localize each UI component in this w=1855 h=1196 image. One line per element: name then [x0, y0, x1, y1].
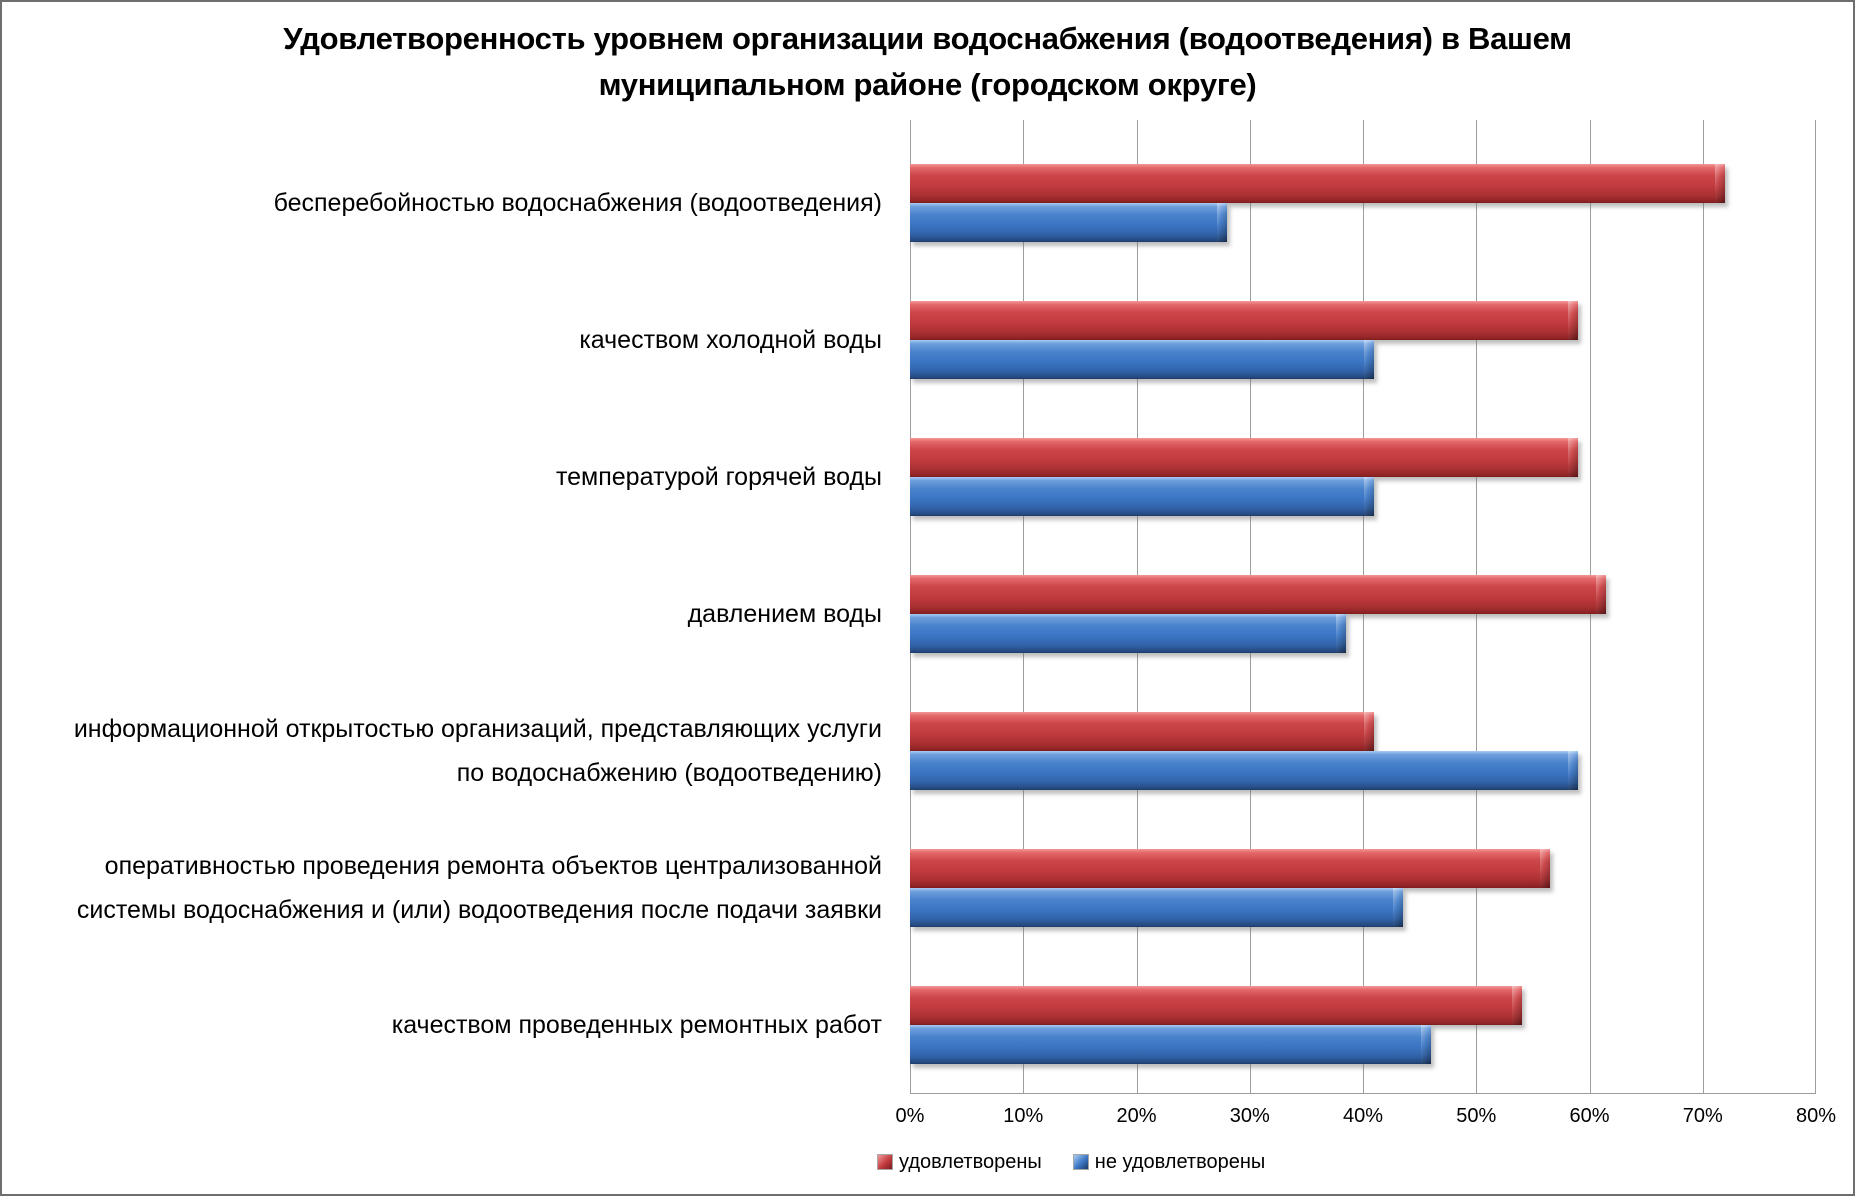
- bar-satisfied: [910, 437, 1579, 477]
- bars-layer: [910, 134, 1816, 1093]
- bar-row: [910, 545, 1816, 682]
- category-label: информационной открытостью организаций, …: [73, 715, 882, 788]
- legend-item-unsatisfied: не удовлетворены: [1072, 1151, 1266, 1173]
- category-label: качеством холодной воды: [579, 325, 882, 354]
- bar-unsatisfied: [910, 1024, 1431, 1064]
- bar-unsatisfied: [910, 339, 1375, 379]
- x-tick-label: 70%: [1682, 1105, 1723, 1127]
- x-axis: 0% 10% 20% 30% 40% 50% 60% 70% 80%: [896, 1102, 1836, 1132]
- x-tick-label: 0%: [895, 1105, 925, 1127]
- category-label: температурой горячей воды: [555, 462, 882, 491]
- category-label: бесперебойностью водоснабжения (водоотве…: [273, 188, 882, 217]
- legend-label: удовлетворены: [899, 1151, 1042, 1173]
- x-tick-label: 30%: [1229, 1105, 1270, 1127]
- category-label: оперативностью проведения ремонта объект…: [76, 852, 882, 925]
- bar-unsatisfied: [910, 202, 1228, 242]
- x-tick-label: 10%: [1003, 1105, 1044, 1127]
- bar-satisfied: [910, 574, 1607, 614]
- bar-satisfied: [910, 711, 1375, 751]
- gridline: [1702, 120, 1704, 1093]
- legend: удовлетворены не удовлетворены: [877, 1151, 1266, 1173]
- chart-title: Удовлетворенность уровнем организации во…: [283, 21, 1572, 102]
- x-tick-label: 40%: [1342, 1105, 1384, 1127]
- bar-row: [910, 134, 1816, 271]
- category-label: давлением воды: [687, 599, 882, 628]
- bar-satisfied: [910, 848, 1550, 888]
- bar-row: [910, 819, 1816, 956]
- category-axis: бесперебойностью водоснабжения (водоотве…: [2, 134, 896, 1094]
- bar-unsatisfied: [910, 887, 1403, 927]
- bar-unsatisfied: [910, 613, 1346, 653]
- legend-item-satisfied: удовлетворены: [877, 1151, 1042, 1173]
- x-tick-label: 50%: [1456, 1105, 1497, 1127]
- legend-swatch-unsatisfied: [1072, 1154, 1089, 1170]
- bar-unsatisfied: [910, 476, 1375, 516]
- bar-row: [910, 408, 1816, 545]
- category-label: качеством проведенных ремонтных работ: [391, 1011, 882, 1040]
- bar-row: [910, 271, 1816, 408]
- bar-row: [910, 682, 1816, 819]
- bar-satisfied: [910, 985, 1522, 1025]
- bar-row: [910, 956, 1816, 1093]
- x-tick-label: 60%: [1569, 1105, 1610, 1127]
- gridline: [1815, 120, 1816, 1093]
- bar-satisfied: [910, 300, 1579, 340]
- x-tick-label: 80%: [1795, 1105, 1837, 1127]
- legend-swatch-satisfied: [877, 1154, 893, 1170]
- bar-unsatisfied: [910, 750, 1579, 790]
- plot-area: [910, 120, 1816, 1094]
- x-tick-label: 20%: [1116, 1105, 1157, 1127]
- bar-satisfied: [910, 163, 1726, 203]
- legend-label: не удовлетворены: [1094, 1151, 1266, 1173]
